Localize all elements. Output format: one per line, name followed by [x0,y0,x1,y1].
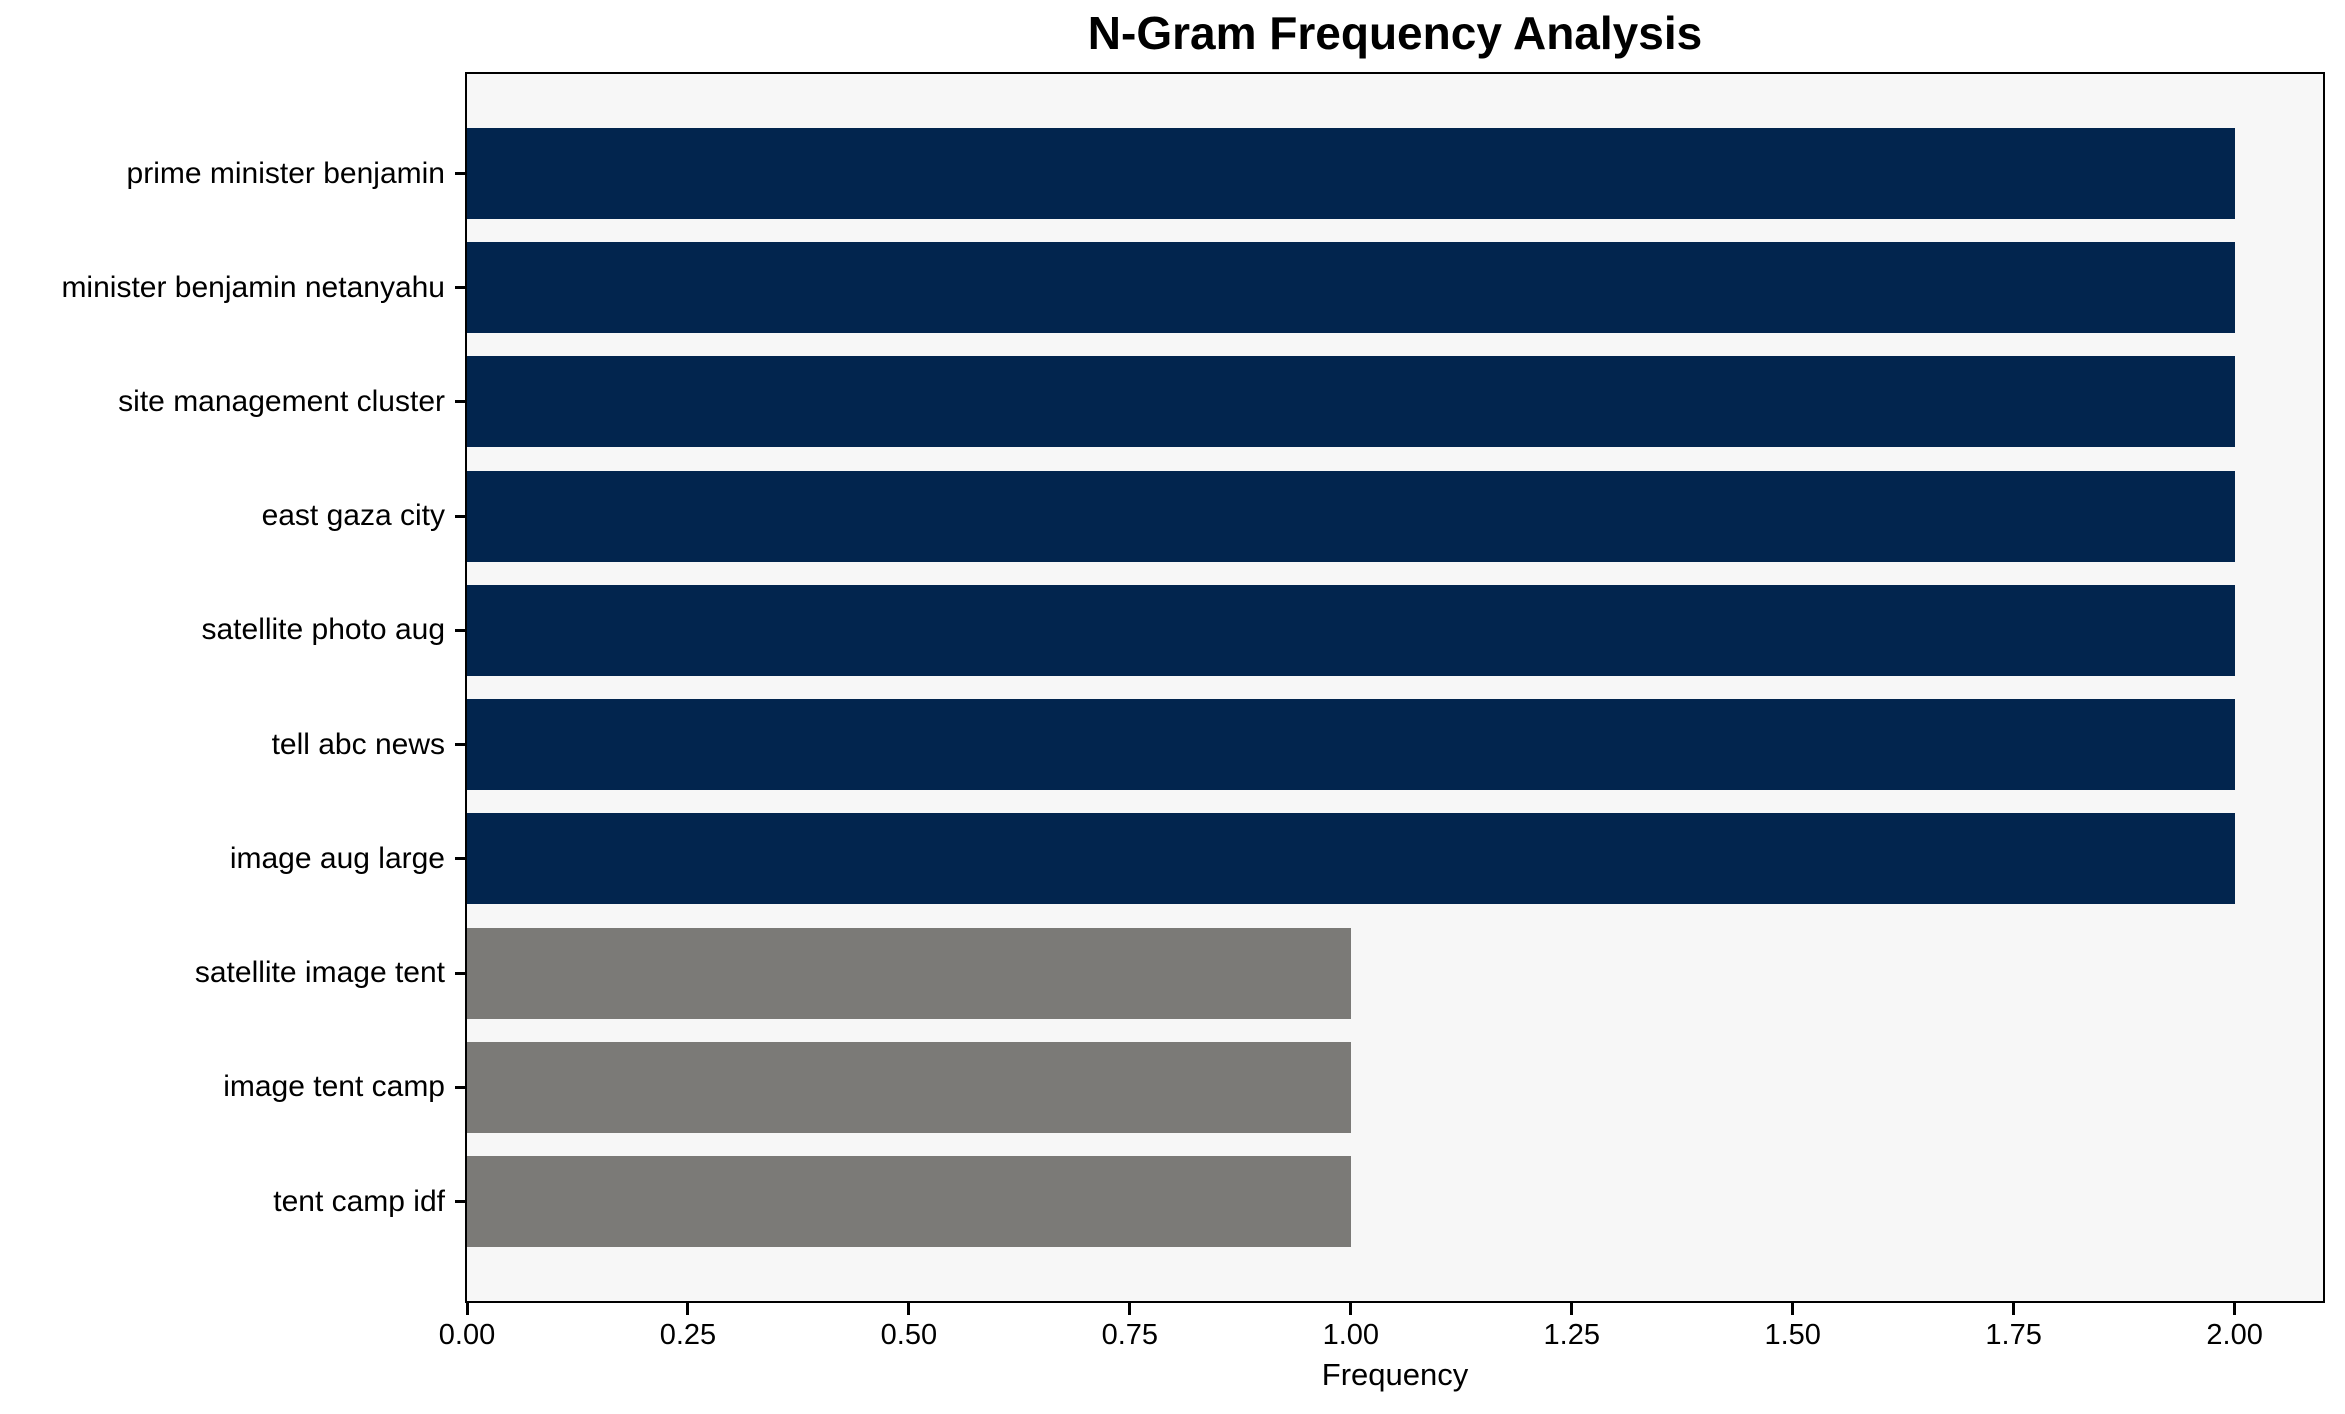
x-tick-label: 0.25 [659,1319,717,1351]
x-tick-mark [1570,1303,1574,1315]
x-tick-mark [907,1303,911,1315]
x-axis-label: Frequency [1321,1357,1469,1392]
y-tick-mark [455,971,465,975]
y-tick-label: tent camp idf [273,1184,445,1218]
y-tick-label: satellite photo aug [201,613,445,647]
bar-satellite-image-tent [467,927,1351,1019]
x-tick-mark [2233,1303,2237,1315]
y-tick-mark [455,1085,465,1089]
x-tick-label: 2.00 [2206,1319,2263,1351]
plot-area [465,72,2325,1303]
x-tick-mark [1791,1303,1795,1315]
bar-tell-abc-news [467,699,2235,791]
y-tick-mark [455,1200,465,1203]
y-tick-mark [455,857,465,861]
x-tick-mark [1349,1303,1353,1315]
y-tick-mark [455,172,465,175]
y-tick-label: satellite image tent [194,956,445,990]
x-tick-label: 0.00 [438,1319,496,1351]
x-tick-mark [686,1303,690,1315]
y-tick-label: prime minister benjamin [126,156,445,190]
y-tick-label: east gaza city [261,499,445,533]
y-tick-label: image tent camp [223,1070,445,1104]
y-tick-label: minister benjamin netanyahu [61,270,445,304]
bar-east-gaza-city [467,470,2235,562]
y-tick-label: tell abc news [271,727,445,761]
y-tick-mark [455,514,465,518]
y-tick-label: site management cluster [118,384,445,418]
x-tick-label: 1.75 [1985,1319,2042,1351]
x-tick-mark [1128,1303,1132,1315]
chart-title: N-Gram Frequency Analysis [1087,7,1703,59]
x-tick-label: 0.75 [1101,1319,1159,1351]
y-tick-mark [455,400,465,404]
x-tick-label: 1.25 [1543,1319,1600,1351]
bar-site-management-cluster [467,356,2235,448]
y-tick-mark [455,743,465,747]
x-tick-label: 1.00 [1322,1319,1380,1351]
y-tick-mark [455,628,465,632]
bar-minister-benjamin-netanyahu [467,242,2235,334]
x-tick-mark [2012,1303,2016,1315]
bar-tent-camp-idf [467,1156,1351,1247]
bar-satellite-photo-aug [467,584,2235,676]
x-tick-label: 1.50 [1764,1319,1821,1351]
x-tick-mark [465,1303,469,1315]
y-tick-mark [455,286,465,290]
bar-image-tent-camp [467,1041,1351,1133]
y-tick-label: image aug large [229,841,445,875]
x-tick-label: 0.50 [880,1319,938,1351]
bar-image-aug-large [467,813,2235,905]
bar-prime-minister-benjamin [467,128,2235,219]
